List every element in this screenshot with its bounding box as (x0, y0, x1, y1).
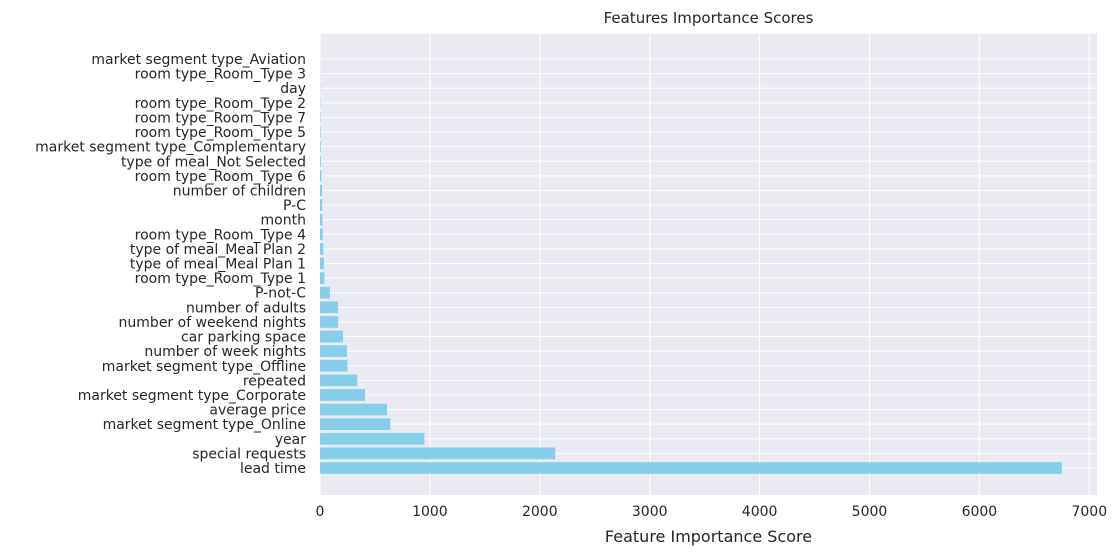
y-tick-label: day (280, 81, 306, 97)
y-tick-label: room type_Room_Type 4 (135, 227, 306, 243)
y-tick-label: type of meal_Meal Plan 1 (130, 257, 306, 273)
y-tick-label: car parking space (181, 330, 306, 346)
y-tick-label: room type_Room_Type 5 (135, 125, 306, 141)
grid-lines (319, 34, 1097, 495)
bar (320, 213, 323, 226)
y-tick-label: P-not-C (255, 286, 306, 302)
x-tick-label: 0 (316, 504, 325, 520)
bar (320, 301, 339, 314)
y-tick-label: market segment type_Complementary (35, 140, 306, 156)
y-tick-label: market segment type_Offline (102, 359, 306, 375)
y-tick-label: room type_Room_Type 7 (135, 110, 306, 126)
chart-title: Features Importance Scores (604, 9, 814, 27)
y-tick-label: special requests (192, 446, 306, 462)
x-tick-label: 2000 (522, 504, 558, 520)
y-tick-label: number of children (173, 183, 306, 199)
y-tick-label: number of adults (186, 300, 306, 316)
y-tick-label: room type_Room_Type 2 (135, 96, 306, 112)
bars (320, 53, 1062, 474)
plot-background (320, 34, 1097, 495)
bar (320, 462, 1062, 474)
x-tick-label: 7000 (1071, 504, 1107, 520)
y-tick-label: lead time (240, 461, 306, 477)
bar (320, 403, 388, 416)
y-tick-label: type of meal_Not Selected (121, 154, 306, 170)
bar (320, 140, 321, 153)
y-tick-label: type of meal_Meal Plan 2 (130, 242, 306, 258)
bar (320, 374, 358, 387)
bar (320, 126, 321, 138)
x-tick-label: 4000 (742, 504, 778, 520)
y-tick-label: P-C (283, 198, 306, 214)
bar (320, 316, 339, 328)
bar (320, 286, 330, 299)
bar (320, 243, 324, 255)
x-tick-label: 6000 (962, 504, 998, 520)
bar (320, 272, 325, 284)
x-tick-label: 1000 (412, 504, 448, 520)
y-tick-label: number of weekend nights (119, 315, 306, 331)
bar (320, 330, 344, 343)
y-tick-label: month (261, 213, 306, 229)
bar (320, 228, 323, 241)
y-tick-label: year (275, 432, 306, 448)
bar (320, 432, 425, 445)
bar (320, 359, 348, 372)
bar (320, 389, 366, 401)
bar (320, 418, 391, 431)
x-axis-label: Feature Importance Score (605, 527, 812, 546)
bar (320, 257, 324, 270)
y-tick-label: market segment type_Aviation (91, 52, 306, 68)
bar (320, 345, 347, 357)
y-tick-label: average price (209, 403, 306, 419)
bar (320, 170, 322, 182)
bar (320, 155, 321, 168)
y-tick-label: room type_Room_Type 6 (135, 169, 306, 185)
x-tick-label: 5000 (852, 504, 888, 520)
x-tick-labels: 0 1000 2000 3000 4000 5000 6000 7000 (316, 504, 1108, 520)
bar (320, 447, 556, 460)
bar (320, 184, 322, 197)
y-tick-label: market segment type_Corporate (78, 388, 306, 404)
x-tick-label: 3000 (632, 504, 668, 520)
y-tick-label: room type_Room_Type 1 (135, 271, 306, 287)
y-tick-label: market segment type_Online (103, 417, 306, 433)
y-tick-label: number of week nights (144, 344, 306, 360)
y-tick-label: room type_Room_Type 3 (135, 67, 306, 83)
bar (320, 199, 323, 211)
y-tick-label: repeated (243, 373, 306, 389)
